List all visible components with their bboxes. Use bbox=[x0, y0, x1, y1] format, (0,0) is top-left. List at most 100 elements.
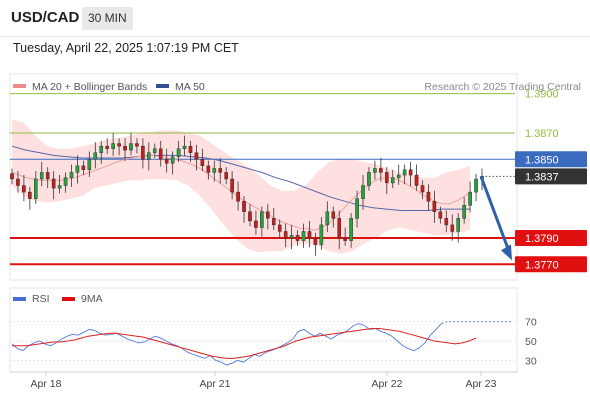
ma9-line bbox=[12, 328, 477, 359]
copyright-text: Research © 2025 Trading Central bbox=[424, 81, 581, 93]
candle-body bbox=[373, 168, 377, 173]
level-label-target-0: 1.3900 bbox=[525, 89, 559, 101]
candle-body bbox=[367, 172, 371, 186]
ma50-legend-swatch bbox=[156, 84, 169, 88]
candle-body bbox=[33, 178, 38, 199]
candle-body bbox=[16, 178, 20, 186]
candle-body bbox=[301, 231, 306, 241]
timeframe-button[interactable]: 30 MIN bbox=[82, 7, 133, 30]
candle-body bbox=[158, 148, 163, 160]
candle-body bbox=[402, 169, 407, 176]
candle-body bbox=[325, 211, 330, 226]
x-tick-label: Apr 22 bbox=[372, 378, 403, 390]
candle-body bbox=[474, 178, 478, 193]
candle-body bbox=[450, 224, 455, 232]
rsi-tick-label: 70 bbox=[525, 317, 537, 329]
candle-body bbox=[313, 237, 318, 245]
header-divider bbox=[0, 36, 590, 37]
rsi-line bbox=[11, 323, 442, 366]
candle-body bbox=[69, 172, 74, 178]
candle-body bbox=[319, 224, 324, 245]
candle-body bbox=[396, 174, 401, 178]
candle-body bbox=[129, 143, 133, 151]
rsi-legend-label: RSI bbox=[32, 293, 50, 305]
timestamp: Tuesday, April 22, 2025 1:07:19 PM CET bbox=[13, 41, 239, 55]
candle-body bbox=[337, 218, 342, 239]
candle-body bbox=[182, 145, 187, 149]
ma20-legend-label: MA 20 + Bollinger Bands bbox=[32, 81, 147, 93]
candle-body bbox=[135, 143, 139, 147]
level-label-pivot-2: 1.3850 bbox=[525, 154, 559, 166]
candle-body bbox=[188, 145, 193, 153]
candle-body bbox=[176, 148, 181, 157]
level-label-support-4: 1.3790 bbox=[525, 233, 559, 245]
x-tick-label: Apr 21 bbox=[200, 378, 231, 390]
forecast-arrow bbox=[479, 175, 512, 261]
candle-body bbox=[420, 185, 425, 193]
candle-body bbox=[117, 143, 121, 147]
candle-body bbox=[200, 159, 205, 167]
candle-body bbox=[152, 148, 157, 153]
candle-body bbox=[349, 218, 353, 241]
candle-body bbox=[28, 191, 32, 199]
level-label-box-4 bbox=[515, 230, 587, 247]
ma20-legend-swatch bbox=[13, 84, 26, 88]
candle-body bbox=[432, 201, 437, 212]
candle-body bbox=[230, 178, 234, 193]
bollinger-bands bbox=[12, 119, 470, 254]
candle-body bbox=[456, 218, 461, 232]
candle-body bbox=[57, 185, 62, 189]
candle-body bbox=[331, 211, 336, 219]
candle-body bbox=[271, 218, 276, 226]
candle-body bbox=[408, 169, 413, 176]
candle-body bbox=[212, 168, 217, 173]
rsi-tick-label: 30 bbox=[525, 355, 537, 367]
candlesticks bbox=[10, 133, 484, 256]
x-axis: Apr 18 Apr 21 Apr 22 Apr 23 bbox=[10, 371, 517, 390]
candle-body bbox=[170, 156, 175, 164]
candle-body bbox=[99, 145, 104, 153]
candle-body bbox=[63, 177, 68, 186]
candle-body bbox=[39, 172, 44, 180]
x-tick-label: Apr 23 bbox=[466, 378, 497, 390]
candle-body bbox=[385, 172, 389, 184]
rsi-tick-label: 50 bbox=[525, 336, 537, 348]
forecast-arrow-shaft bbox=[479, 175, 511, 252]
candle-body bbox=[295, 235, 300, 241]
rsi-legend-swatch bbox=[13, 297, 26, 301]
candle-body bbox=[289, 235, 294, 239]
candle-body bbox=[266, 211, 270, 219]
candle-body bbox=[248, 211, 252, 222]
candle-body bbox=[307, 231, 312, 239]
candle-body bbox=[87, 159, 92, 170]
candle-body bbox=[105, 145, 109, 149]
candle-body bbox=[75, 165, 80, 173]
candle-body bbox=[10, 173, 14, 180]
candle-body bbox=[123, 145, 127, 151]
forecast-arrow-head bbox=[501, 244, 512, 261]
chart-header: USD/CAD 30 MIN bbox=[0, 0, 590, 38]
instrument-title: USD/CAD bbox=[11, 9, 80, 26]
candle-body bbox=[22, 185, 26, 193]
candle-body bbox=[283, 231, 288, 239]
candle-body bbox=[224, 172, 228, 180]
candle-body bbox=[141, 145, 145, 160]
candle-body bbox=[206, 165, 211, 173]
bollinger-band-area bbox=[12, 119, 470, 254]
level-label-box-5 bbox=[515, 256, 587, 273]
candle-body bbox=[194, 152, 199, 160]
candle-body bbox=[164, 159, 169, 164]
candle-body bbox=[361, 185, 365, 199]
candle-body bbox=[468, 191, 472, 206]
level-labels: 1.3900 1.3870 1.3850 1.3837 1.3790 1.3770 bbox=[515, 89, 587, 273]
candle-body bbox=[343, 237, 347, 241]
candle-body bbox=[438, 211, 443, 219]
candle-body bbox=[260, 211, 264, 228]
candle-body bbox=[426, 191, 431, 202]
level-label-support-5: 1.3770 bbox=[525, 259, 559, 271]
ma50-line bbox=[11, 145, 470, 211]
candle-body bbox=[254, 220, 258, 228]
candle-body bbox=[242, 201, 246, 212]
candle-body bbox=[93, 152, 98, 160]
candle-body bbox=[444, 218, 449, 226]
